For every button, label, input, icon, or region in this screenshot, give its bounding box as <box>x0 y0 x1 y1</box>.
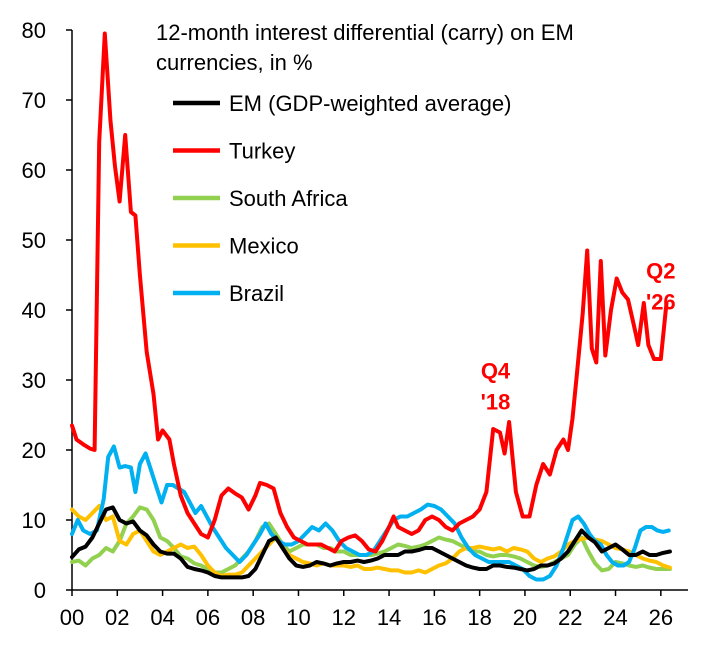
title-line-2: currencies, in % <box>156 50 313 75</box>
x-tick-label: 14 <box>377 605 401 630</box>
annotation-label: '26 <box>646 290 676 315</box>
annotation-label: '18 <box>481 390 511 415</box>
series-line-brazil <box>70 444 671 582</box>
legend-label: EM (GDP-weighted average) <box>229 91 511 116</box>
chart-title: 12-month interest differential (carry) o… <box>156 20 574 75</box>
y-tick-label: 20 <box>22 438 46 463</box>
series-lines <box>70 31 672 582</box>
x-tick-label: 06 <box>196 605 220 630</box>
y-tick-label: 40 <box>22 298 46 323</box>
series-line-em-gdp-weighted-average <box>70 505 672 580</box>
x-tick-label: 26 <box>649 605 673 630</box>
legend-label: Turkey <box>229 139 295 164</box>
legend: EM (GDP-weighted average) Turkey South Afr… <box>173 91 511 306</box>
x-tick-label: 02 <box>105 605 129 630</box>
y-tick-label: 30 <box>22 368 46 393</box>
series-line-turkey <box>70 31 669 554</box>
y-tick-label: 60 <box>22 158 46 183</box>
x-tick-label: 00 <box>60 605 84 630</box>
x-tick-label: 24 <box>603 605 627 630</box>
y-tick-label: 80 <box>22 18 46 43</box>
y-tick-label: 50 <box>22 228 46 253</box>
x-tick-label: 20 <box>513 605 537 630</box>
x-tick-label: 22 <box>558 605 582 630</box>
plot-area: 0 10 20 30 40 50 60 70 80 00 02 04 06 08 10 12 14 16 18 20… <box>22 18 688 630</box>
x-tick-label: 16 <box>422 605 446 630</box>
annotation-label: Q4 <box>481 359 511 384</box>
x-tick-label: 10 <box>286 605 310 630</box>
legend-label: Mexico <box>229 234 299 259</box>
y-tick-label: 70 <box>22 88 46 113</box>
x-tick-label: 04 <box>150 605 174 630</box>
y-tick-label: 10 <box>22 508 46 533</box>
x-tick-label: 18 <box>467 605 491 630</box>
legend-label: South Africa <box>229 186 348 211</box>
annotations: Q4 '18 Q2 '26 <box>481 259 676 415</box>
legend-label: Brazil <box>229 281 284 306</box>
series-line-mexico <box>70 504 672 578</box>
y-ticks: 0 10 20 30 40 50 60 70 80 <box>22 18 72 603</box>
annotation-label: Q2 <box>646 259 675 284</box>
x-tick-label: 08 <box>241 605 265 630</box>
title-line-1: 12-month interest differential (carry) o… <box>156 20 574 45</box>
x-tick-label: 12 <box>332 605 356 630</box>
y-tick-label: 0 <box>34 578 46 603</box>
x-ticks: 00 02 04 06 08 10 12 14 16 18 20 22 24 26 <box>60 590 673 630</box>
